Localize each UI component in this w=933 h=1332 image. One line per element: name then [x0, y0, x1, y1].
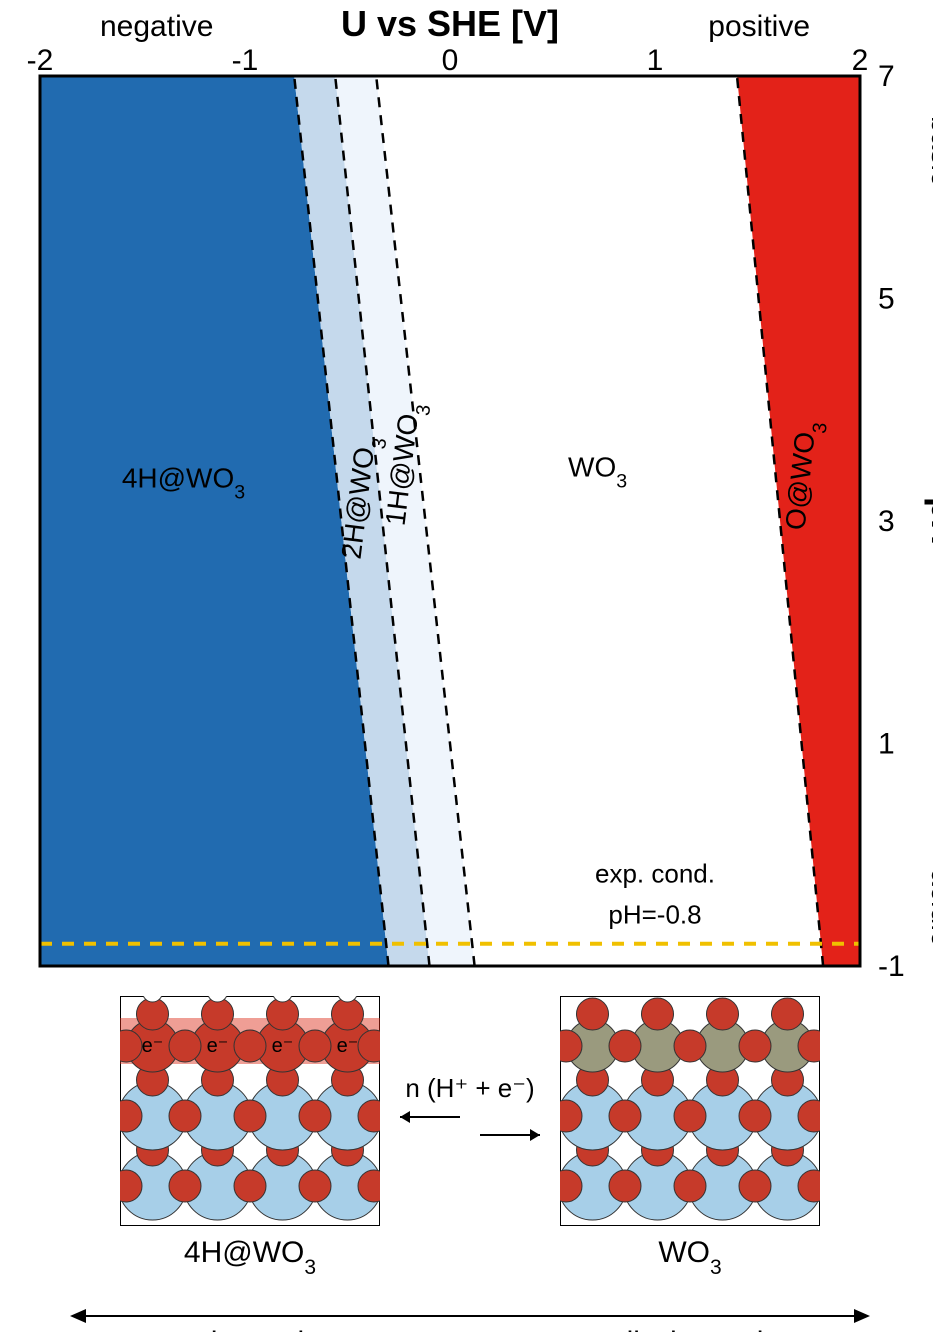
y-top-label: basic	[925, 116, 933, 186]
exp-cond-label: exp. cond.	[595, 859, 715, 889]
x-tick: -1	[232, 44, 259, 77]
y-tick: 7	[878, 60, 895, 93]
plot-area	[40, 76, 860, 966]
x-tick: 0	[442, 44, 459, 77]
arrow-right-head	[530, 1129, 540, 1141]
y-tick: 5	[878, 283, 895, 316]
y-axis-title: pH	[924, 497, 933, 545]
caption-4h: 4H@WO3	[184, 1236, 316, 1279]
charge-arrow-left	[70, 1309, 86, 1323]
x-axis-title: U vs SHE [V]	[341, 3, 559, 44]
x-left-label: negative	[100, 10, 213, 43]
structure-wo3	[550, 996, 830, 1226]
y-tick: 3	[878, 505, 895, 538]
x-tick: 2	[852, 44, 869, 77]
x-right-label: positive	[708, 10, 810, 43]
charged-label: charged	[196, 1326, 304, 1332]
electron-label: e⁻	[207, 1035, 229, 1057]
caption-wo3: WO3	[658, 1236, 721, 1279]
y-tick: 1	[878, 728, 895, 761]
electron-label: e⁻	[272, 1035, 294, 1057]
discharged-label: discharged	[617, 1326, 764, 1332]
x-tick: 1	[647, 44, 664, 77]
structure-4h: e⁻ e⁻ e⁻ e⁻	[110, 982, 390, 1226]
y-tick: -1	[878, 950, 905, 983]
arrow-left-head	[400, 1111, 410, 1123]
electron-label: e⁻	[142, 1035, 164, 1057]
y-bottom-label: acidic	[925, 869, 933, 946]
charge-arrow-right	[854, 1309, 870, 1323]
electron-label: e⁻	[337, 1035, 359, 1057]
x-tick: -2	[27, 44, 54, 77]
reaction-label: n (H⁺ + e⁻)	[405, 1073, 534, 1103]
exp-ph-label: pH=-0.8	[608, 900, 701, 930]
